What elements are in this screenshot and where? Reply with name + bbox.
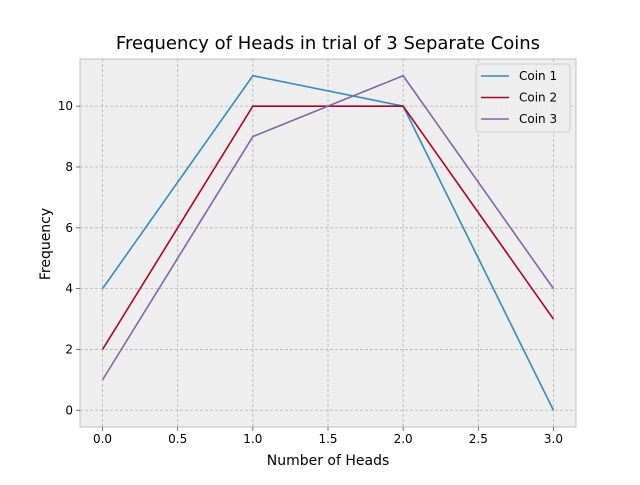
x-tick-label: 0.5 bbox=[168, 432, 187, 446]
x-axis-ticks: 0.0 0.5 1.0 1.5 2.0 2.5 3.0 bbox=[93, 427, 563, 446]
x-tick-label: 2.0 bbox=[394, 432, 413, 446]
y-tick-label: 2 bbox=[65, 342, 73, 356]
x-tick-label: 3.0 bbox=[544, 432, 563, 446]
y-tick-label: 6 bbox=[65, 221, 73, 235]
legend-label: Coin 2 bbox=[519, 91, 557, 105]
y-axis-ticks: 0 2 4 6 8 10 bbox=[58, 99, 80, 417]
x-tick-label: 2.5 bbox=[469, 432, 488, 446]
legend-label: Coin 3 bbox=[519, 112, 557, 126]
x-tick-label: 1.5 bbox=[318, 432, 337, 446]
series-lines bbox=[101, 74, 555, 411]
legend-box bbox=[475, 63, 571, 133]
y-axis-label: Frequency bbox=[38, 208, 54, 280]
chart-title: Frequency of Heads in trial of 3 Separat… bbox=[116, 33, 540, 54]
y-tick-label: 10 bbox=[58, 99, 73, 113]
y-tick-label: 8 bbox=[65, 160, 73, 174]
series-line-3 bbox=[101, 74, 555, 381]
x-tick-label: 1.0 bbox=[243, 432, 262, 446]
legend: Coin 1 Coin 2 Coin 3 bbox=[475, 63, 571, 133]
y-tick-label: 0 bbox=[65, 403, 73, 417]
x-axis-label: Number of Heads bbox=[267, 453, 390, 469]
series-line-1 bbox=[101, 74, 555, 411]
x-tick-label: 0.0 bbox=[93, 432, 112, 446]
y-tick-label: 4 bbox=[65, 282, 73, 296]
legend-label: Coin 1 bbox=[519, 69, 557, 83]
